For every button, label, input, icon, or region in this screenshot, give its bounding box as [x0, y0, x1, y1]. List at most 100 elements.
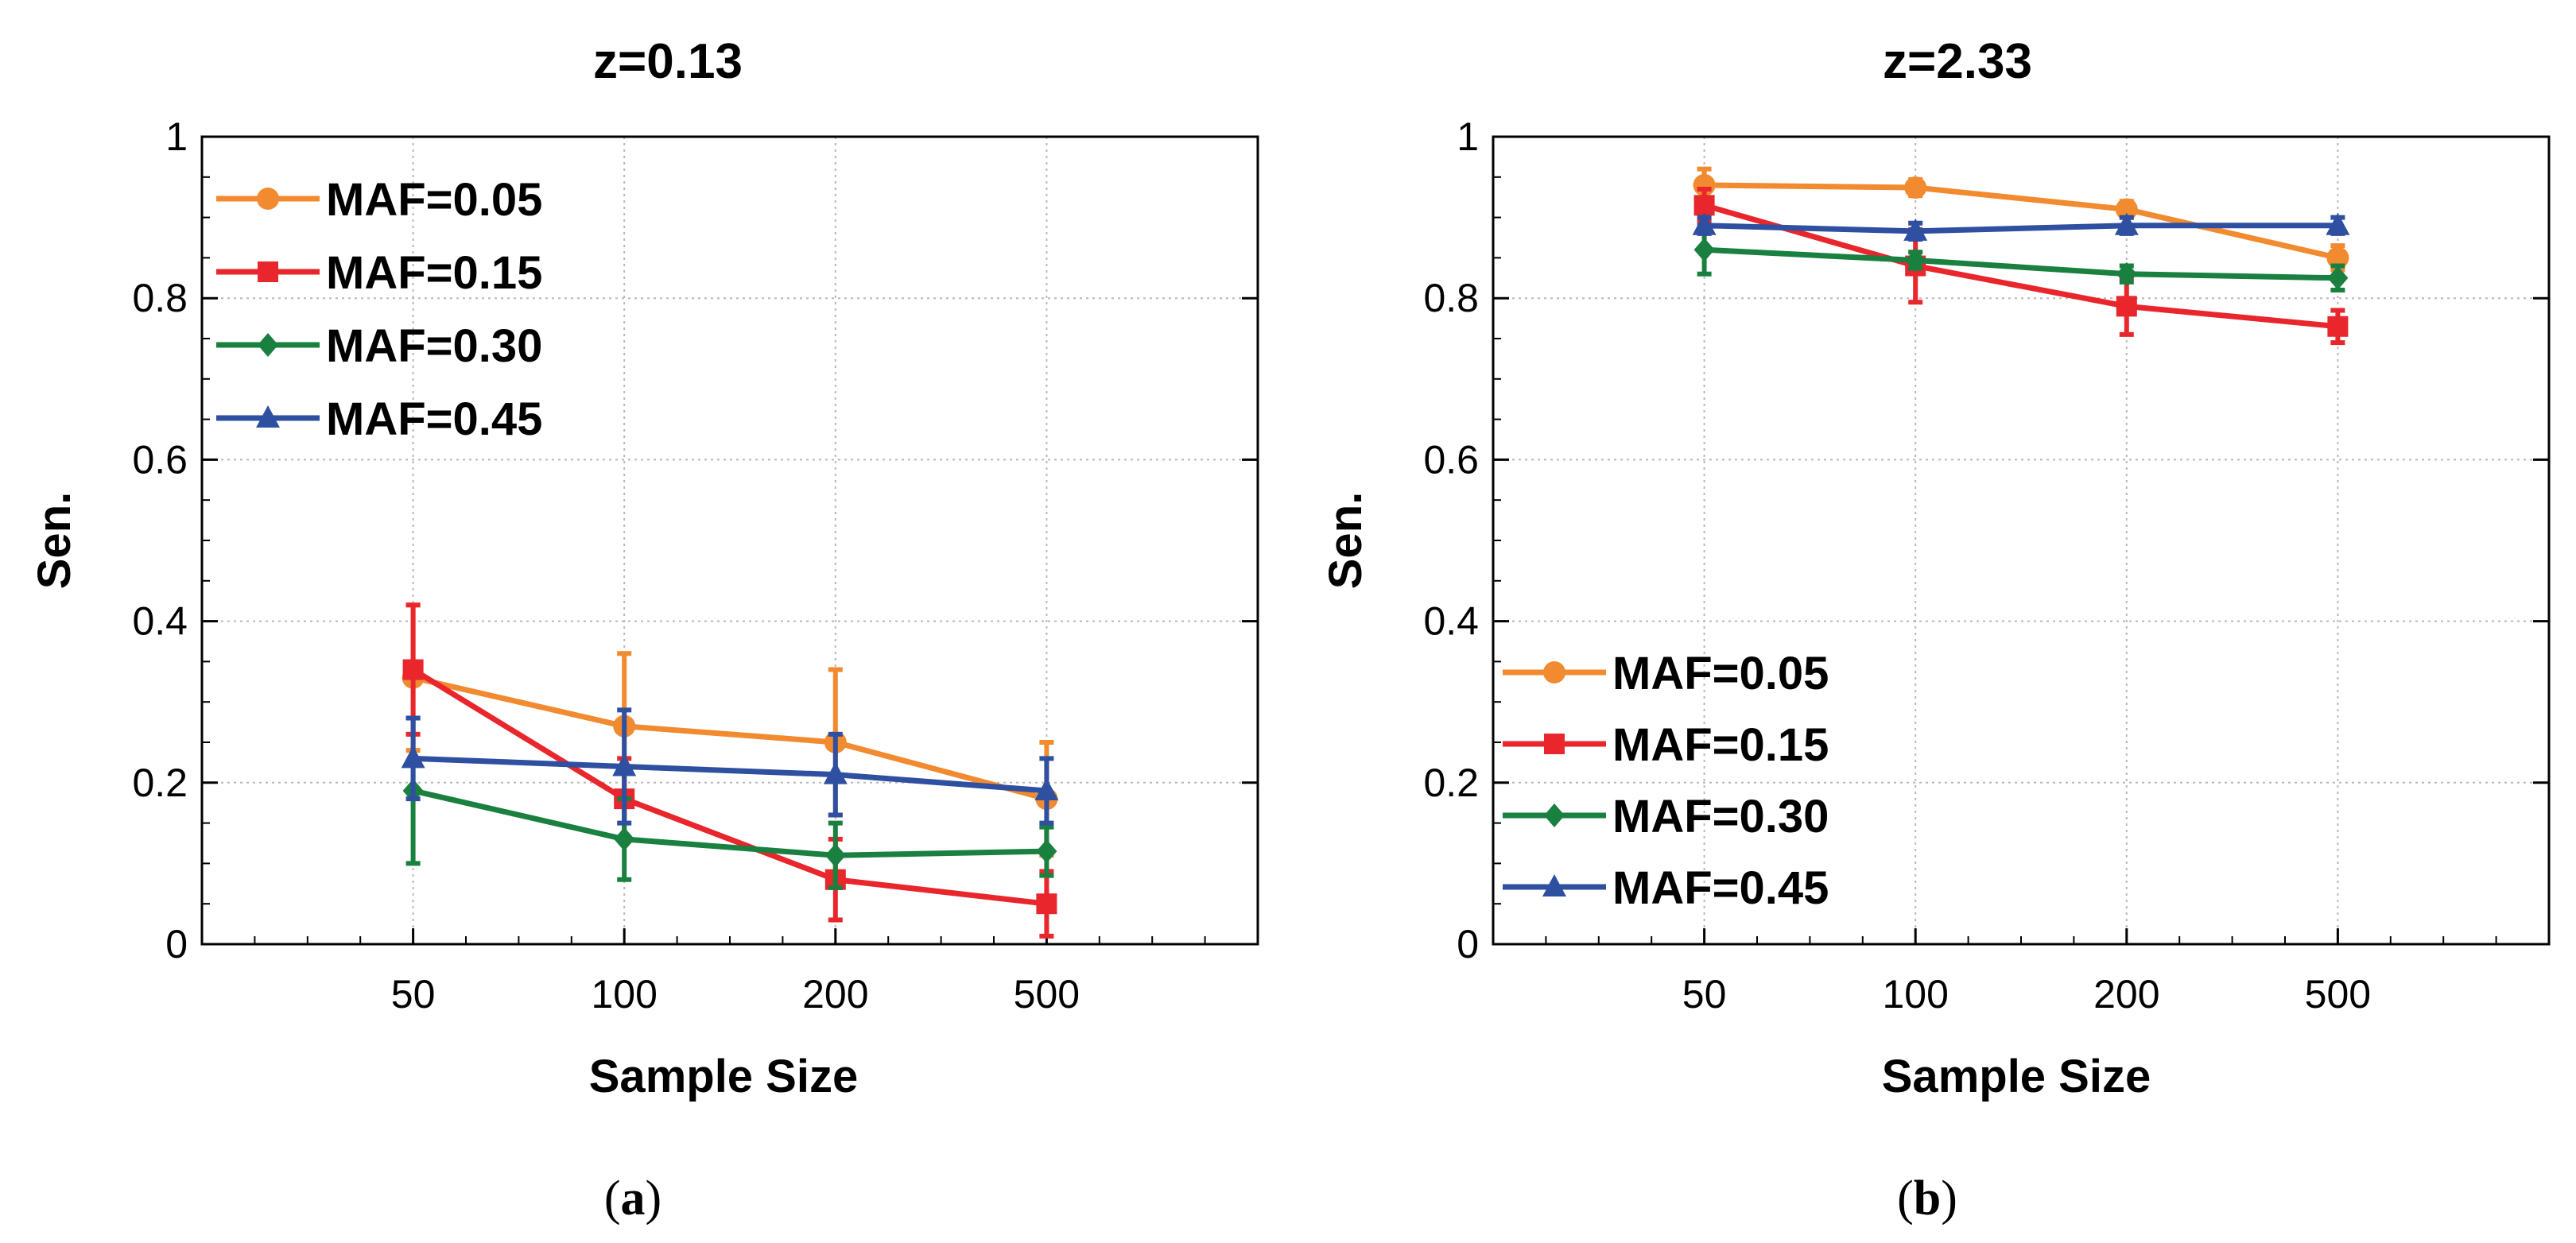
chart-b-series-2-point-3 [2327, 265, 2349, 290]
chart-a-legend-label-3: MAF=0.45 [326, 393, 542, 445]
chart-b-series-0-point-1 [1904, 176, 1927, 199]
chart-b-legend-item-2: MAF=0.30 [1503, 791, 1829, 842]
chart-a-series-2 [402, 715, 1057, 890]
chart-a-xtick-label-1: 100 [591, 972, 657, 1016]
chart-a-axes: 0 0.2 0.4 0.6 0.8 1 50 100 200 500 [132, 114, 1259, 1016]
chart-a-xtick-label-3: 500 [1014, 972, 1080, 1016]
chart-b-legend-item-3: MAF=0.45 [1503, 862, 1829, 914]
chart-a-ylabel: Sen. [29, 492, 80, 590]
chart-b-legend-item-0: MAF=0.05 [1503, 648, 1829, 699]
chart-a-legend-item-3: MAF=0.45 [216, 393, 542, 445]
chart-b-panel-letter: b [1914, 1171, 1941, 1226]
chart-a-legend-marker-1 [258, 261, 278, 282]
chart-b-ytick-label-2: 0.4 [1423, 599, 1479, 644]
chart-a-ytick-label-3: 0.6 [132, 437, 188, 482]
chart-b-legend-label-2: MAF=0.30 [1612, 791, 1829, 842]
chart-b-legend-label-1: MAF=0.15 [1612, 719, 1829, 771]
chart-b-legend-label-3: MAF=0.45 [1612, 862, 1829, 914]
chart-a-series-3-point-1 [612, 753, 637, 776]
chart-b-ytick-label-4: 0.8 [1423, 276, 1479, 320]
chart-a-series-0 [402, 602, 1058, 858]
chart-a-series-1-point-3 [1036, 893, 1057, 915]
chart-a-ytick-label-4: 0.8 [132, 276, 188, 320]
chart-b-legend-marker-2 [1544, 803, 1565, 827]
chart-b-xtick-label-3: 500 [2305, 972, 2371, 1016]
chart-a: z=0.13 0 0.2 0.4 0.6 0.8 1 50 100 200 500 MAF=0.0… [29, 34, 1259, 1226]
chart-a-grid [202, 137, 1258, 944]
chart-b-axes: 0 0.2 0.4 0.6 0.8 1 50 100 200 500 [1423, 114, 2551, 1016]
chart-b-xtick-label-0: 50 [1682, 972, 1727, 1016]
chart-b-series-0-line [1704, 182, 2339, 261]
chart-b-series-1 [1693, 187, 2349, 346]
chart-a-series-3-point-2 [823, 761, 848, 784]
chart-b-legend-marker-0 [1543, 661, 1565, 683]
chart-a-series-2-point-2 [824, 843, 846, 868]
chart-a-series [401, 602, 1059, 939]
chart-a-series-2-line [412, 788, 1047, 858]
chart-b-ylabel: Sen. [1320, 492, 1371, 590]
chart-b-series-3 [1692, 212, 2350, 242]
chart-a-title: z=0.13 [593, 34, 743, 89]
chart-a-legend: MAF=0.05 MAF=0.15 MAF=0.30 MAF=0.45 [216, 174, 542, 445]
chart-b-legend-marker-1 [1544, 734, 1565, 754]
chart-b-series-2-point-0 [1693, 238, 1715, 262]
chart-b-series-3-point-1 [1903, 218, 1928, 241]
chart-a-series-2-point-3 [1036, 839, 1057, 864]
chart-a-ytick-label-5: 1 [165, 114, 188, 159]
chart-a-legend-label-1: MAF=0.15 [326, 247, 542, 299]
chart-b-ytick-label-0: 0 [1457, 922, 1479, 966]
chart-b-legend: MAF=0.05 MAF=0.15 MAF=0.30 MAF=0.45 [1503, 648, 1829, 914]
chart-a-legend-item-0: MAF=0.05 [216, 174, 542, 226]
chart-b-legend-marker-3 [1542, 874, 1566, 896]
chart-a-ytick-label-2: 0.4 [132, 599, 188, 644]
chart-b-series-2-point-2 [2116, 261, 2137, 286]
chart-a-series-3 [401, 707, 1059, 826]
chart-b-series-0-point-3 [2326, 246, 2349, 269]
chart-a-legend-marker-3 [256, 405, 280, 428]
chart-b-ytick-label-1: 0.2 [1423, 761, 1479, 805]
chart-b: z=2.33 0 0.2 0.4 0.6 0.8 1 50 100 200 500 MAF=0.0… [1320, 34, 2551, 1226]
chart-b-ytick-label-3: 0.6 [1423, 437, 1479, 482]
chart-a-legend-marker-2 [258, 333, 278, 357]
chart-b-series-3-line [1704, 223, 2338, 234]
chart-b-title: z=2.33 [1883, 34, 2032, 89]
chart-b-xtick-label-1: 100 [1882, 972, 1948, 1016]
chart-b-series-3-point-0 [1692, 212, 1717, 235]
chart-b-legend-label-0: MAF=0.05 [1612, 648, 1829, 699]
chart-a-panel-label: (a) [604, 1171, 661, 1226]
chart-b-series-1-line [1703, 202, 2338, 330]
chart-a-ytick-label-1: 0.2 [132, 761, 188, 805]
chart-a-ytick-label-0: 0 [165, 922, 188, 966]
chart-a-legend-marker-0 [257, 188, 279, 210]
chart-b-series-1-point-0 [1693, 195, 1715, 216]
chart-b-series [1692, 166, 2350, 346]
chart-a-panel-letter: a [621, 1171, 646, 1226]
chart-b-series-2-line [1704, 246, 2338, 281]
chart-b-series-3-point-3 [2326, 212, 2350, 235]
chart-a-series-3-line [413, 755, 1047, 794]
chart-a-series-3-point-0 [401, 745, 425, 769]
chart-b-legend-item-1: MAF=0.15 [1503, 719, 1829, 771]
chart-a-xtick-label-2: 200 [802, 972, 868, 1016]
chart-a-legend-label-2: MAF=0.30 [326, 320, 542, 372]
chart-b-xlabel: Sample Size [1882, 1051, 2151, 1102]
chart-b-series-0-point-2 [2115, 198, 2138, 221]
chart-a-series-3-point-3 [1034, 777, 1059, 800]
chart-a-legend-item-1: MAF=0.15 [216, 247, 542, 299]
chart-a-legend-label-0: MAF=0.05 [326, 174, 542, 226]
chart-a-xlabel: Sample Size [589, 1051, 858, 1102]
chart-a-series-1-point-0 [402, 659, 424, 680]
chart-a-series-2-point-1 [614, 827, 635, 851]
chart-b-series-1-point-3 [2327, 316, 2349, 337]
chart-b-series-1-point-2 [2116, 296, 2137, 317]
chart-a-legend-item-2: MAF=0.30 [216, 320, 542, 372]
chart-b-series-3-point-2 [2114, 212, 2139, 235]
chart-b-xtick-label-2: 200 [2093, 972, 2159, 1016]
chart-a-series-0-line [412, 675, 1048, 802]
chart-a-xtick-label-0: 50 [391, 972, 436, 1016]
chart-b-series-2-point-1 [1905, 248, 1926, 273]
chart-a-series-1-line [411, 667, 1047, 907]
chart-b-ytick-label-5: 1 [1457, 114, 1479, 159]
chart-b-panel-label: (b) [1897, 1171, 1957, 1226]
